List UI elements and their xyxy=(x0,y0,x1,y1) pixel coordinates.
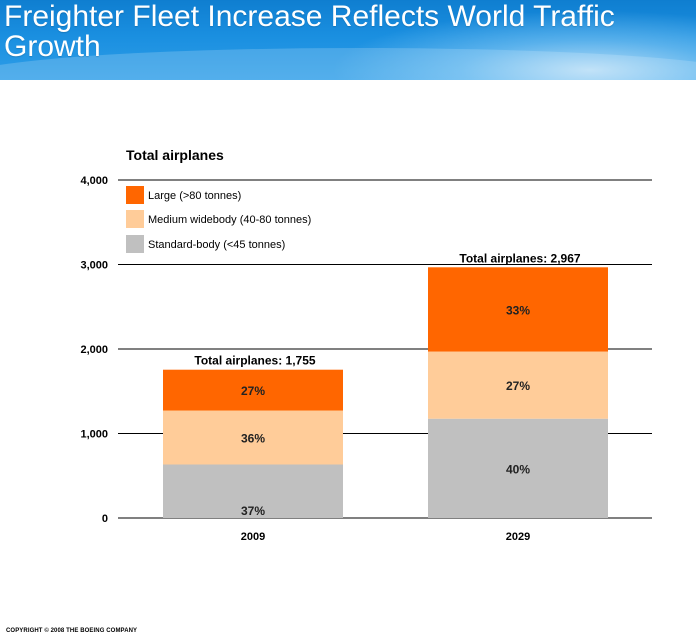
page-title: Freighter Fleet Increase Reflects World … xyxy=(4,0,615,63)
y-tick-label-0: 0 xyxy=(102,513,108,525)
chart-title: Total airplanes xyxy=(126,147,224,163)
legend: Large (>80 tonnes) Medium widebody (40-80… xyxy=(126,186,311,253)
segment-label-2009-2: 27% xyxy=(241,384,265,398)
header-banner: Freighter Fleet Increase Reflects World … xyxy=(0,0,696,80)
legend-swatch-0 xyxy=(126,235,144,253)
bar-segment-2029-0 xyxy=(428,418,608,518)
stacked-bar-chart: Total airplanes 0 1,000 2,000 3,000 4,000 37… xyxy=(80,147,652,543)
y-tick-label-2: 2,000 xyxy=(80,344,108,356)
y-tick-label-1: 1,000 xyxy=(80,429,108,441)
legend-swatch-2 xyxy=(126,186,144,204)
bar-segment-2009-0 xyxy=(163,464,343,518)
total-label-2029: Total airplanes: 2,967 xyxy=(459,251,580,265)
bar-segment-2009-1 xyxy=(163,410,343,465)
bar-segment-2029-1 xyxy=(428,351,608,419)
segment-label-2029-0: 40% xyxy=(506,462,530,476)
total-label-2009: Total airplanes: 1,755 xyxy=(194,354,315,368)
segment-label-2009-0: 37% xyxy=(241,504,265,518)
legend-label-1: Medium widebody (40-80 tonnes) xyxy=(148,214,311,226)
x-category-label-2029: 2029 xyxy=(506,531,530,543)
segment-label-2009-1: 36% xyxy=(241,432,265,446)
copyright-notice: COPYRIGHT © 2008 THE BOEING COMPANY xyxy=(6,628,138,634)
legend-swatch-1 xyxy=(126,210,144,228)
x-axis-labels: 2009 2029 xyxy=(241,531,530,543)
segment-label-2029-1: 27% xyxy=(506,379,530,393)
x-category-label-2009: 2009 xyxy=(241,531,265,543)
segment-label-2029-2: 33% xyxy=(506,303,530,317)
y-tick-label-4: 4,000 xyxy=(80,175,108,187)
legend-label-0: Standard-body (<45 tonnes) xyxy=(148,239,285,251)
legend-label-2: Large (>80 tonnes) xyxy=(148,190,241,202)
bars: 37% 36% 27% Total airplanes: 1,755 40% 27% 33%… xyxy=(163,251,608,518)
y-tick-label-3: 3,000 xyxy=(80,260,108,272)
bar-segment-2029-2 xyxy=(428,267,608,352)
y-axis-ticks: 0 1,000 2,000 3,000 4,000 xyxy=(80,175,108,525)
bar-segment-2009-2 xyxy=(163,369,343,411)
